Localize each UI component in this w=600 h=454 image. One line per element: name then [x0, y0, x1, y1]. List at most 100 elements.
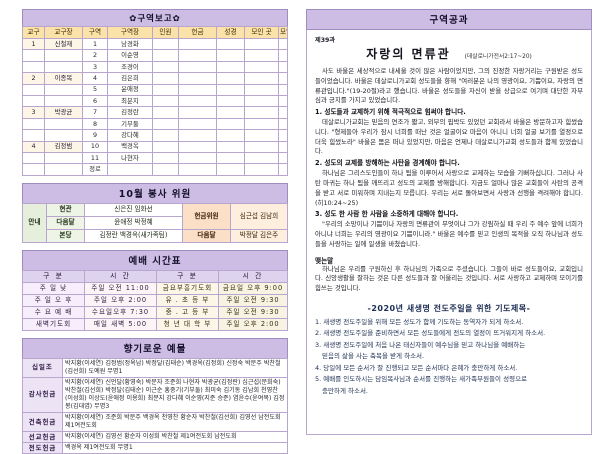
- lesson-point-paragraph: 하나님은 그리스도인들이 하나 됨을 이루어서 사랑으로 교제하는 모습을 기뻐…: [315, 169, 583, 207]
- lesson-body: 제39과 자랑의 면류관 (데살로니가전서2:17~20) 사도 바울은 세상적…: [306, 30, 592, 435]
- table-row: 1 신철재 1 남경화: [22, 37, 288, 51]
- col-guyeok: 구역: [82, 26, 108, 39]
- cell-gyogujang: [44, 60, 83, 74]
- cell-division-right: 청 년 대 학 부: [156, 317, 219, 331]
- cell-guyeokjang: 이순영: [107, 49, 153, 62]
- cell-guyeokjang: 기부둘: [107, 117, 153, 131]
- cell-guyeokjang: 김은희: [107, 72, 153, 85]
- cell-gyogujang: 박광균: [44, 106, 83, 119]
- lesson-section-title: 구역공과: [306, 9, 592, 30]
- cell-moil-got: [278, 60, 288, 74]
- cell-inwon: [152, 94, 179, 108]
- cell-moil-got: [278, 129, 288, 142]
- cell-seonggyeong: [216, 117, 245, 131]
- col-division-1: 구 분: [22, 269, 85, 283]
- cell-moil-got: [278, 72, 288, 85]
- cell-guyeok: 1: [82, 37, 108, 51]
- cell-gyogu: 3: [22, 106, 45, 119]
- cell-heongeum: [178, 60, 217, 74]
- cell-guyeok: 7: [82, 106, 108, 119]
- table-row: 다음달 윤애정 박정혜: [23, 215, 288, 230]
- cell-gyogu: 1: [22, 37, 45, 51]
- cell-time-left: 매일 새벽 5:00: [84, 317, 157, 331]
- cell-guyeok: 정로: [82, 163, 108, 176]
- table-row: 주 일 낮 주일 오전 11:00 금요부흥기도회 금요일 오후 9:00: [22, 281, 288, 295]
- cell-seonggyeong: [216, 94, 245, 108]
- service-slot-label: 다음달: [46, 215, 85, 230]
- prayer-item: 3. 새생명 전도주일에 처음 나온 태신자들이 예수님을 믿고 하나님을 예배…: [315, 340, 526, 349]
- table-row: 2 이순영: [22, 49, 288, 62]
- cell-gyogujang: [44, 163, 83, 176]
- cell-guyeok: 8: [82, 117, 108, 131]
- col-moin-got: 모인 곳: [244, 26, 279, 39]
- lesson-intro-paragraph: 사도 바울은 세상적으로 내세울 것이 많은 사람이었지만, 그의 진정한 자랑…: [315, 67, 583, 105]
- cell-moin-got: [244, 37, 279, 51]
- lesson-heading: 자랑의 면류관 (데살로니가전서2:17~20): [315, 45, 583, 62]
- cell-guyeokjang: 남경화: [107, 37, 153, 51]
- cell-seonggyeong: [216, 151, 245, 165]
- lesson-number: 제39과: [315, 37, 335, 44]
- cell-gyogu: [22, 83, 45, 96]
- cell-gyogujang: 신철재: [44, 37, 83, 51]
- left-column: ✿구역보고✿ 교구 교구장 구역 구역장 인원 헌금 성경: [0, 0, 300, 454]
- col-time-1: 시 간: [84, 269, 157, 283]
- worship-schedule-header-row: 구 분 시 간 구 분 시 간: [22, 269, 288, 283]
- cell-heongeum: [178, 117, 217, 131]
- prayer-item: 1. 새생명 전도주일을 위해 모든 성도가 함께 기도하는 동역자가 되게 하…: [315, 318, 524, 327]
- table-row: 2 이종목 4 김은희: [22, 72, 288, 85]
- cell-moin-got: [244, 117, 279, 131]
- offering-donor-list: 박지황(이세연) 김정범(정옥남) 박정달(김태순) 백경옥(김정희) 신정숙 …: [62, 357, 288, 378]
- cell-gyogujang: [44, 129, 83, 142]
- table-row: 3 조경이: [22, 60, 288, 74]
- district-report-block: ✿구역보고✿ 교구 교구장 구역 구역장 인원 헌금 성경: [22, 9, 288, 176]
- cell-gyogu: 4: [22, 140, 45, 153]
- lesson-point-paragraph: 데살로니가교회는 믿음의 연조가 짧고, 외부의 핍박도 있었던 교회라서 바울…: [315, 118, 583, 156]
- cell-seonggyeong: [216, 37, 245, 51]
- offering-type-label: 선교헌금: [22, 430, 63, 443]
- table-row: 8 기부둘: [22, 117, 288, 131]
- service-side-label: 안내: [22, 202, 47, 243]
- offerings-block: 향기로운 예물 십일조 박지황(이세연) 김정범(정옥남) 박정달(김태순) 백경…: [22, 337, 288, 454]
- cell-heongeum: [178, 106, 217, 119]
- cell-heongeum: [178, 140, 217, 153]
- district-report-table: 교구 교구장 구역 구역장 인원 헌금 성경 모인 곳 모일 곳 1신철재1남경…: [22, 26, 288, 176]
- cell-moin-got: [244, 106, 279, 119]
- table-row: 선교헌금 박지황(이세연) 김영선 황순자 이성희 박찬철 제1여전도회 남전도회: [22, 430, 288, 443]
- offering-committee-names: 심근섭 김남희: [230, 202, 288, 230]
- col-gyogujang: 교구장: [44, 26, 83, 39]
- table-row: 정로: [22, 163, 288, 176]
- cell-gyogujang: [44, 49, 83, 62]
- service-slot-names: 김정란 백경옥(새가족팀): [84, 228, 183, 243]
- cell-heongeum: [178, 83, 217, 96]
- table-row: 3 박광균 7 김정란: [22, 106, 288, 119]
- offering-type-label: 십일조: [22, 357, 63, 378]
- offerings-table: 십일조 박지황(이세연) 김정범(정옥남) 박정달(김태순) 백경옥(김정희) 신…: [22, 357, 288, 454]
- table-row: 주 일 오 후 주일 오후 2:00 유 . 초 등 부 주일 오전 9:30: [22, 293, 288, 307]
- cell-seonggyeong: [216, 83, 245, 96]
- cell-moin-got: [244, 140, 279, 153]
- prayer-item: 2. 새생명 전도주일을 준비하면서 모든 성도들에게 전도의 열정이 뜨거워지…: [315, 329, 546, 338]
- cell-heongeum: [178, 72, 217, 85]
- cell-moin-got: [244, 49, 279, 62]
- col-heongeum: 헌금: [178, 26, 217, 39]
- table-row: 전도헌금 백경옥 제1여전도회 무명1: [22, 441, 288, 454]
- cell-inwon: [152, 49, 179, 62]
- cell-seonggyeong: [216, 140, 245, 153]
- col-seonggyeong: 성경: [216, 26, 245, 39]
- table-row: 수 요 예 배 수요일오후 7:30 중 . 고 등 부 주일 오전 9:30: [22, 305, 288, 319]
- offering-donor-list: 백경옥 제1여전도회 무명1: [62, 441, 288, 454]
- offering-committee-next-label: 다음달: [182, 228, 231, 243]
- offering-donor-list: 박지황(이세연) 김영선 황순자 이성희 박찬철 제1여전도회 남전도회: [62, 430, 288, 443]
- prayer-item-continuation: 믿음의 삶을 사는 축복을 받게 하소서.: [322, 352, 425, 361]
- cell-gyogujang: [44, 94, 83, 108]
- cell-guyeok: 5: [82, 83, 108, 96]
- table-row: 안내 현관 신은진 임화선 헌금위원 심근섭 김남희: [22, 202, 288, 243]
- worship-schedule-block: 예배 시간표 구 분 시 간 구 분 시 간 주 일 낮 주일 오전 11:00 금…: [22, 249, 288, 331]
- lesson-scripture-reference: (데살로니가전서2:17~20): [464, 54, 532, 60]
- offering-committee-next-names: 박정달 김은주: [230, 228, 288, 243]
- cell-heongeum: [178, 37, 217, 51]
- district-report-header-row: 교구 교구장 구역 구역장 인원 헌금 성경 모인 곳 모일 곳: [22, 26, 288, 39]
- prayer-topics-title: -2020년 새생명 전도주일을 위한 기도제목-: [367, 304, 531, 314]
- offering-donor-list: 박지황(이세연) 신언달(황영숙) 박문자 조준희 나현자 박광균(김정란) 심…: [62, 376, 288, 413]
